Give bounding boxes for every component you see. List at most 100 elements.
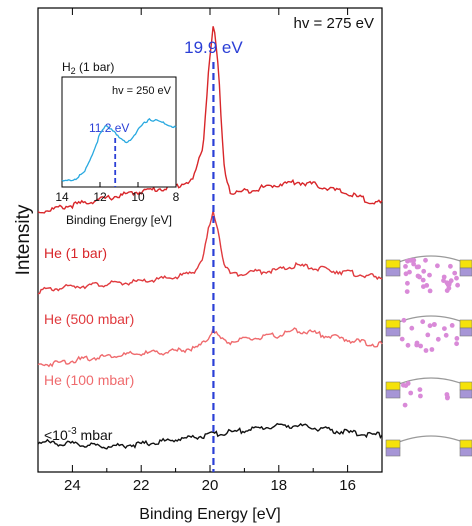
series-line-1: [37, 210, 383, 295]
gas-particle: [445, 394, 450, 400]
gas-particle: [417, 387, 423, 392]
inset-x-axis: 14 12 10 8: [55, 182, 180, 204]
gas-particle: [405, 258, 410, 264]
gas-particle: [414, 342, 420, 348]
gas-particle: [403, 264, 408, 269]
gas-particle: [424, 283, 430, 288]
inset-frame: [61, 76, 177, 188]
gas-particle: [423, 257, 428, 263]
gas-particle: [447, 280, 452, 286]
gas-particle: [446, 285, 452, 291]
inset-x-tick-label-1: 12: [93, 190, 107, 204]
membrane-arc: [393, 435, 469, 445]
y-axis-label: Intensity: [13, 204, 34, 275]
gas-particle: [429, 347, 435, 352]
electrode-bottom-right: [459, 327, 472, 337]
gas-particle: [405, 342, 411, 348]
gas-particle: [427, 323, 433, 329]
gas-particle: [411, 257, 417, 263]
inset-x-tick-label-0: 14: [55, 190, 69, 204]
gas-particle: [441, 274, 447, 280]
series-label-1: He (500 mbar): [44, 311, 134, 327]
gas-particle: [399, 336, 405, 342]
gas-particle: [449, 323, 455, 328]
electrode-top: [385, 439, 401, 449]
gas-particle: [423, 348, 429, 353]
gas-cell-1: [385, 315, 472, 353]
inset-energy-annotation: hv = 250 eV: [112, 85, 172, 97]
peak-marker-label: 19.9 eV: [184, 38, 243, 57]
gas-particle: [405, 280, 410, 286]
series-line-3: [37, 422, 383, 450]
series-line-2: [37, 326, 383, 368]
gas-particle: [441, 278, 446, 283]
series-line-0: [37, 26, 383, 214]
gas-particle: [404, 289, 410, 294]
membrane-arc: [393, 255, 469, 265]
x-axis-label: Binding Energy [eV]: [139, 506, 280, 523]
gas-particle: [435, 336, 441, 342]
gas-particle: [432, 322, 437, 327]
gas-particle: [427, 288, 433, 294]
gas-cell-2: [385, 377, 472, 408]
gas-particle: [454, 341, 459, 347]
series-label-3: <10-3 mbar: [44, 426, 113, 443]
gas-particle: [409, 325, 415, 331]
electrode-bottom-right: [459, 447, 472, 457]
inset-x-tick-label-3: 8: [173, 190, 180, 204]
electrode-bottom: [385, 389, 401, 399]
gas-particle: [402, 402, 408, 408]
gas-particle: [448, 263, 453, 269]
x-tick-label-0: 24: [64, 477, 81, 494]
gas-particle: [420, 319, 426, 325]
gas-particle: [411, 261, 416, 267]
series-label-2: He (100 mbar): [44, 372, 134, 388]
inset-x-axis-label: Binding Energy [eV]: [66, 213, 172, 227]
inset-series-line: [61, 117, 177, 182]
electrode-bottom-right: [459, 267, 472, 277]
series-labels-group: He (1 bar) He (500 mbar) He (100 mbar) <10-…: [44, 245, 134, 443]
x-tick-label-3: 18: [270, 477, 287, 494]
electrode-top-right: [459, 381, 472, 391]
gas-particle: [454, 336, 460, 341]
electrode-top: [385, 319, 401, 329]
gas-particle: [403, 271, 409, 277]
gas-particle: [425, 332, 431, 338]
inset-x-tick-label-2: 10: [131, 190, 145, 204]
gas-cell-0: [385, 255, 472, 294]
electrode-top: [385, 259, 401, 269]
gas-particle: [418, 393, 423, 399]
electrode-top: [385, 381, 401, 391]
gas-particle: [401, 382, 406, 388]
electrode-top-right: [459, 259, 472, 269]
electrode-bottom: [385, 327, 401, 337]
electrode-bottom-right: [459, 389, 472, 399]
gas-particle: [415, 273, 421, 279]
gas-cell-3: [385, 435, 472, 457]
gas-particle: [418, 343, 423, 349]
inset-peak-marker-label: 11.2 eV: [89, 121, 129, 135]
energy-annotation: hv = 275 eV: [294, 15, 374, 32]
gas-particle: [408, 390, 414, 396]
gas-particle: [427, 272, 432, 278]
gas-particle: [452, 270, 458, 276]
gas-particle: [401, 317, 407, 323]
electrode-top-right: [459, 319, 472, 329]
gas-particle: [420, 277, 426, 283]
gas-particle: [416, 264, 421, 270]
gas-cell-schematics: [385, 255, 472, 457]
electrode-top-right: [459, 439, 472, 449]
x-tick-label-4: 16: [339, 477, 356, 494]
gas-particle: [421, 268, 427, 274]
x-tick-label-2: 20: [202, 477, 219, 494]
x-axis: 24 22 20 18 16: [37, 8, 383, 494]
inset-title: H2 (1 bar): [62, 60, 114, 76]
gas-particle: [455, 282, 460, 288]
gas-particle: [454, 275, 459, 281]
series-label-0: He (1 bar): [44, 245, 107, 261]
gas-particle: [435, 263, 440, 269]
gas-particle: [443, 332, 449, 338]
main-series-group: [37, 26, 383, 450]
electrode-bottom: [385, 447, 401, 457]
